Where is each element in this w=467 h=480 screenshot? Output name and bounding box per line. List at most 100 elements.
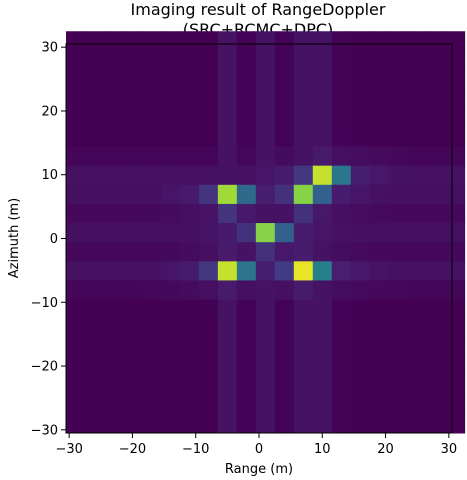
heatmap-cell (350, 279, 371, 300)
heatmap-cell (179, 203, 200, 224)
heatmap-cell (426, 146, 447, 166)
heatmap-cell (103, 279, 124, 300)
heatmap-cell (445, 222, 466, 243)
heatmap-cell (217, 394, 238, 415)
heatmap-cell (160, 279, 181, 300)
heatmap-cell (369, 222, 390, 243)
heatmap-cell (141, 88, 162, 109)
heatmap-cell (293, 31, 314, 51)
heatmap-cell (255, 222, 276, 243)
heatmap-cell (66, 260, 86, 281)
heatmap-cell (236, 299, 257, 319)
heatmap-cell (369, 279, 390, 300)
heatmap-cell (293, 184, 314, 204)
heatmap-cell (350, 241, 371, 262)
heatmap-cell (407, 50, 428, 71)
heatmap-cell (103, 184, 124, 204)
heatmap-cell (141, 184, 162, 204)
heatmap-cell (141, 203, 162, 224)
heatmap-cell (217, 31, 238, 51)
heatmap-cell (350, 165, 371, 185)
heatmap-cell (236, 126, 257, 147)
heatmap-cell (179, 241, 200, 262)
heatmap-cell (236, 260, 257, 281)
heatmap-cell (274, 337, 295, 357)
heatmap-cell (160, 260, 181, 281)
heatmap-cell (388, 375, 409, 396)
heatmap-cell (369, 394, 390, 415)
heatmap-cell (426, 222, 447, 243)
heatmap-cell (122, 165, 143, 185)
heatmap-cell (122, 356, 143, 377)
heatmap-cell (217, 184, 238, 204)
heatmap-cell (179, 146, 200, 166)
heatmap-cell (122, 50, 143, 71)
heatmap-cell (236, 318, 257, 338)
heatmap-cell (407, 69, 428, 90)
heatmap-cell (141, 107, 162, 128)
heatmap-cell (312, 203, 333, 224)
heatmap-cell (236, 31, 257, 51)
heatmap-cell (103, 299, 124, 319)
heatmap-cell (350, 394, 371, 415)
heatmap-cell (426, 299, 447, 319)
heatmap-cell (198, 356, 219, 377)
heatmap-cell (350, 260, 371, 281)
heatmap-cell (293, 50, 314, 71)
heatmap-cell (312, 241, 333, 262)
heatmap-cell (255, 260, 276, 281)
heatmap-cell (236, 184, 257, 204)
heatmap-cell (84, 165, 105, 185)
heatmap-cell (103, 165, 124, 185)
heatmap-cell (236, 203, 257, 224)
heatmap-cell (312, 146, 333, 166)
heatmap-cell (312, 50, 333, 71)
heatmap-cell (141, 260, 162, 281)
heatmap-cell (312, 107, 333, 128)
heatmap-cell (84, 337, 105, 357)
heatmap-cell (179, 318, 200, 338)
heatmap-cell (217, 69, 238, 90)
heatmap-cell (293, 88, 314, 109)
heatmap-cell (312, 279, 333, 300)
heatmap-cell (217, 165, 238, 185)
heatmap-cell (274, 69, 295, 90)
heatmap-cell (198, 203, 219, 224)
heatmap-cell (122, 394, 143, 415)
heatmap-cell (160, 50, 181, 71)
heatmap-cell (103, 203, 124, 224)
y-tick-label: 10 (41, 168, 58, 183)
heatmap-cell (66, 241, 86, 262)
heatmap-cell (141, 50, 162, 71)
heatmap-cell (66, 279, 86, 300)
heatmap-cell (103, 50, 124, 71)
heatmap-cell (331, 279, 352, 300)
heatmap-cell (407, 260, 428, 281)
heatmap-cell (66, 107, 86, 128)
heatmap-cell (293, 241, 314, 262)
x-tick-label: −20 (119, 442, 146, 457)
heatmap-cell (369, 337, 390, 357)
heatmap-cell (407, 394, 428, 415)
y-tick-label: −20 (31, 360, 58, 375)
heatmap-cell (274, 394, 295, 415)
heatmap-cell (331, 126, 352, 147)
heatmap-cell (331, 375, 352, 396)
heatmap-cell (369, 260, 390, 281)
heatmap-cell (84, 126, 105, 147)
heatmap-cell (179, 50, 200, 71)
heatmap-cell (66, 165, 86, 185)
heatmap-cell (369, 165, 390, 185)
heatmap-cell (122, 241, 143, 262)
heatmap-cell (274, 260, 295, 281)
heatmap-cell (141, 375, 162, 396)
heatmap-cell (84, 299, 105, 319)
y-tick-label: 30 (41, 41, 58, 56)
heatmap-cell (312, 394, 333, 415)
heatmap-cell (160, 31, 181, 51)
heatmap-cell (103, 241, 124, 262)
heatmap-cell (388, 184, 409, 204)
heatmap-cell (445, 299, 466, 319)
heatmap-cell (350, 126, 371, 147)
heatmap-cell (445, 375, 466, 396)
